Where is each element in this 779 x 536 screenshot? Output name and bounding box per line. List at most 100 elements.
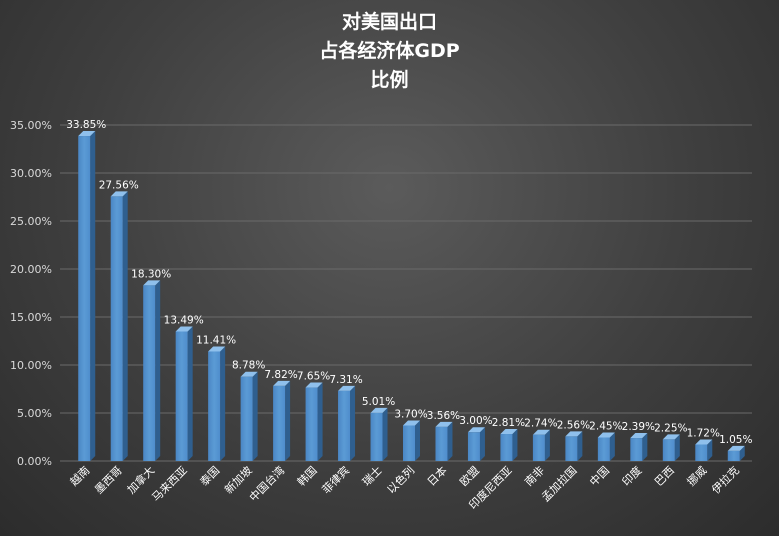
x-tick-label: 欧盟	[457, 464, 482, 489]
bar-group	[532, 429, 550, 461]
bar-side	[90, 131, 96, 462]
bar-group	[305, 382, 323, 461]
bar-side	[155, 280, 161, 461]
bar-top	[305, 382, 323, 388]
bar-side	[187, 326, 193, 461]
bar-side	[739, 445, 745, 461]
x-tick-label: 南非	[522, 464, 547, 489]
bar-side	[642, 433, 648, 461]
x-tick-label: 以色列	[384, 463, 417, 496]
x-tick-label: 巴西	[652, 464, 677, 489]
bar	[110, 196, 123, 461]
bar-side	[220, 346, 226, 461]
y-tick-label: 25.00%	[10, 215, 52, 228]
y-tick-label: 5.00%	[17, 407, 52, 420]
bar-group	[500, 429, 518, 461]
bar-top	[662, 434, 680, 440]
bar-top	[630, 433, 648, 439]
bar	[240, 376, 253, 461]
bar-top	[78, 131, 96, 137]
bar-top	[403, 420, 420, 426]
bar-side	[285, 380, 291, 461]
bar	[403, 425, 415, 461]
bar	[695, 444, 708, 461]
bar-group	[273, 380, 291, 461]
bar-side	[707, 439, 713, 461]
bar-value-label: 2.74%	[524, 418, 557, 430]
bar	[565, 436, 578, 461]
x-tick-label: 墨西哥	[92, 464, 125, 497]
bar	[662, 439, 675, 461]
x-tick-label: 泰国	[197, 463, 222, 488]
chart-title-line-2: 占各经济体GDP	[319, 40, 460, 62]
bar	[597, 437, 610, 461]
bar-value-label: 2.25%	[654, 422, 687, 434]
bar-value-label: 3.56%	[427, 410, 460, 422]
bar-group	[565, 431, 583, 461]
bar-side	[479, 427, 485, 461]
bar-group	[467, 427, 485, 461]
y-tick-label: 10.00%	[10, 359, 52, 372]
bar	[500, 434, 513, 461]
bar	[175, 331, 188, 461]
bar	[273, 385, 286, 461]
bar-group	[597, 432, 615, 461]
bar-value-label: 5.01%	[362, 396, 395, 408]
bar-value-label: 13.49%	[164, 314, 204, 326]
bar-top	[532, 429, 550, 435]
bar-group	[175, 326, 193, 461]
bar-top	[338, 385, 356, 391]
x-tick-label: 印度	[619, 463, 644, 488]
bar	[143, 285, 156, 461]
bar-value-label: 7.82%	[264, 369, 297, 381]
bar-top	[110, 191, 128, 197]
y-tick-label: 15.00%	[10, 311, 52, 324]
bar-group	[695, 439, 713, 461]
bar-group	[143, 280, 161, 461]
bar-value-label: 3.70%	[394, 408, 427, 420]
chart-title-line-1: 对美国出口	[341, 11, 437, 33]
bar-side	[415, 420, 420, 461]
bar-side	[674, 434, 680, 461]
bar-top	[467, 427, 485, 433]
bar-top	[695, 439, 713, 445]
bar-group	[240, 371, 258, 461]
bar-value-label: 2.45%	[589, 420, 622, 432]
x-tick-label: 瑞士	[359, 463, 384, 488]
bar-value-label: 2.81%	[492, 417, 525, 429]
bar-side	[512, 429, 518, 461]
bar-top	[273, 380, 291, 386]
bar	[370, 412, 383, 461]
bar-side	[577, 431, 583, 461]
bar	[727, 450, 740, 461]
bar-group	[208, 346, 226, 461]
x-tick-label: 孟加拉国	[538, 463, 579, 504]
bar-top	[175, 326, 193, 332]
bar-side	[447, 421, 453, 461]
x-tick-label: 越南	[67, 463, 92, 488]
bar	[78, 136, 91, 462]
bar-group	[338, 385, 356, 461]
bar-value-label: 2.39%	[622, 421, 655, 433]
bar-top	[143, 280, 161, 286]
bar-value-label: 2.56%	[557, 419, 590, 431]
bar-side	[544, 429, 550, 461]
bar-group	[110, 191, 128, 461]
bar-side	[609, 432, 615, 461]
bar-group	[435, 421, 453, 461]
bar-value-label: 7.31%	[329, 374, 362, 386]
bar	[305, 387, 318, 461]
bar-top	[240, 371, 258, 377]
bar-top	[208, 346, 226, 352]
x-tick-label: 韩国	[294, 463, 319, 488]
bar-side	[350, 385, 356, 461]
bar-group	[630, 433, 648, 461]
bar-top	[500, 429, 518, 435]
y-tick-label: 20.00%	[10, 263, 52, 276]
bar-value-label: 7.65%	[297, 371, 330, 383]
y-tick-label: 30.00%	[10, 167, 52, 180]
bar-top	[435, 421, 453, 427]
chart-title-line-3: 比例	[370, 69, 409, 91]
